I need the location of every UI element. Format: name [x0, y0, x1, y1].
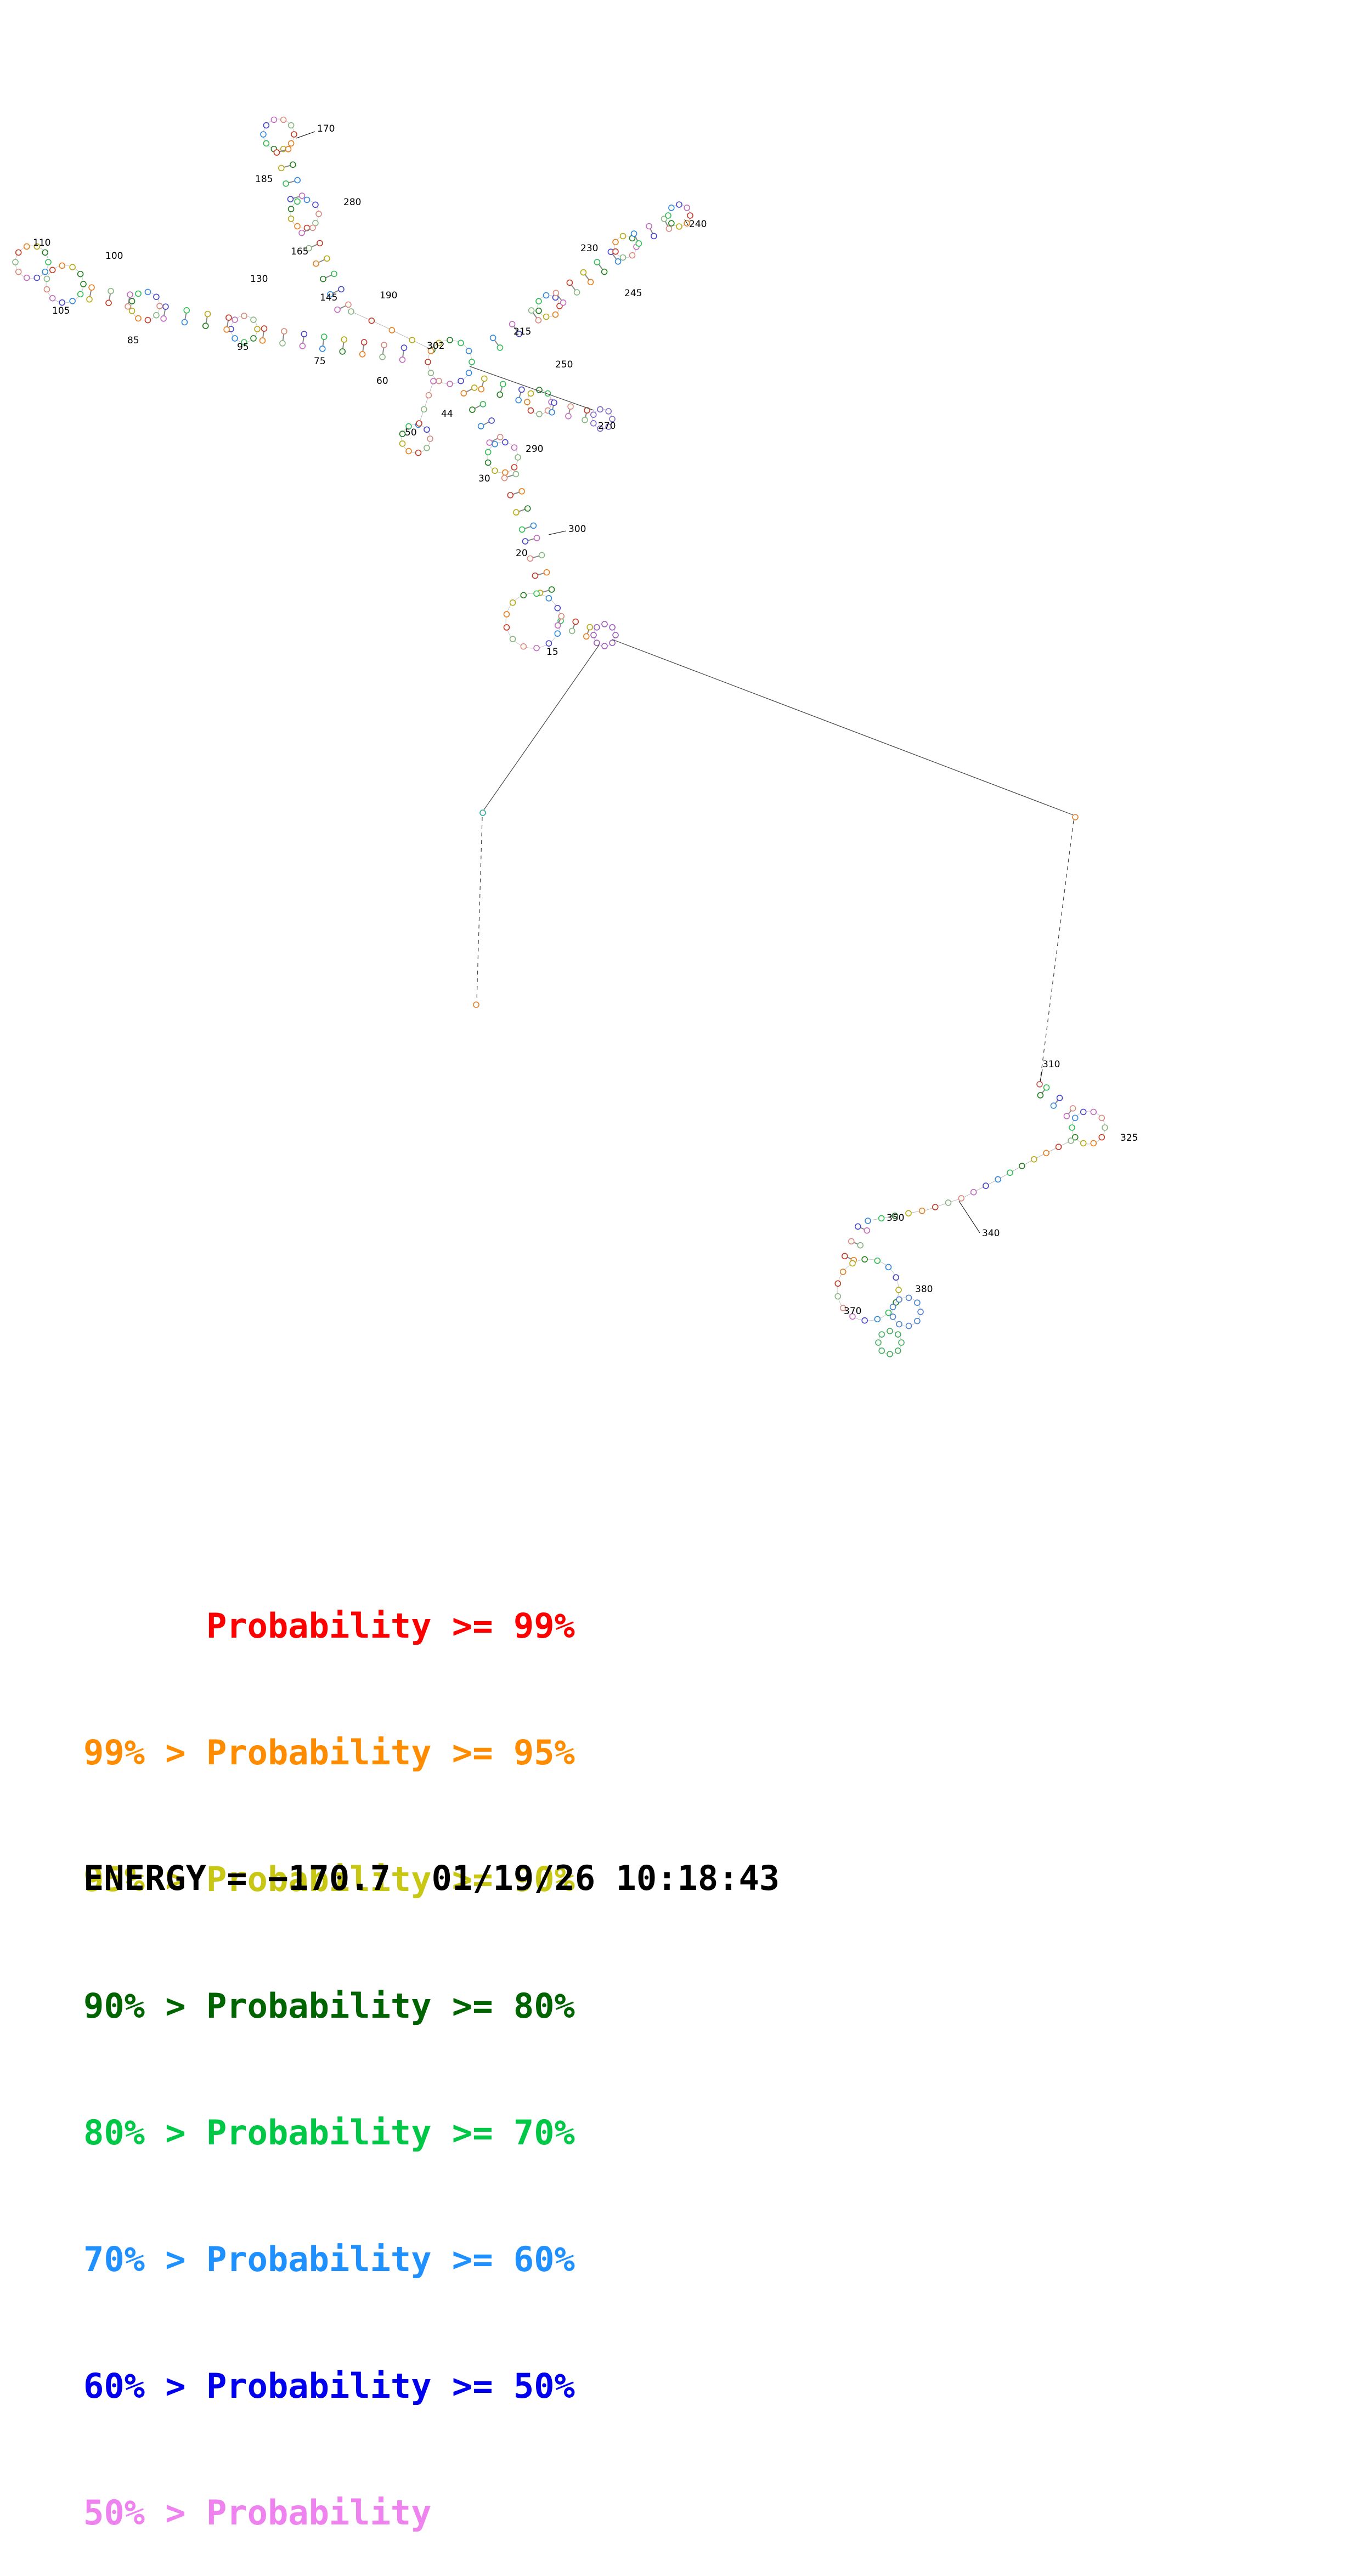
position-label: 380: [915, 1284, 933, 1295]
legend-line-50: 60% > Probability >= 50%: [83, 2366, 575, 2406]
position-label: 100: [105, 251, 123, 262]
position-label: 215: [513, 326, 531, 337]
position-label: 270: [598, 421, 616, 432]
position-label: 302: [427, 341, 444, 352]
position-label: 60: [376, 376, 388, 387]
position-label: 170: [317, 123, 335, 134]
position-label: 185: [255, 174, 273, 185]
position-label: 145: [320, 292, 337, 303]
position-label: 95: [237, 342, 249, 353]
position-label: 280: [343, 197, 361, 208]
position-label: 85: [127, 335, 139, 346]
position-label: 250: [555, 359, 573, 370]
legend-line-80: 90% > Probability >= 80%: [83, 1986, 575, 2026]
position-label: 350: [887, 1213, 904, 1224]
position-label: 110: [33, 237, 50, 248]
legend-line-99: Probability >= 99%: [83, 1606, 575, 1646]
position-label: 105: [52, 305, 70, 316]
rna-structure-plot: 110 100 105 85 95 130 75 170 185 280 165 190 145 230 2…: [12, 116, 1138, 1357]
position-label: 20: [516, 548, 528, 559]
position-label: 340: [982, 1228, 1000, 1239]
position-label: 190: [380, 290, 397, 301]
position-label: 165: [291, 246, 308, 257]
legend-line-below-50: 50% > Probability: [83, 2493, 432, 2533]
position-label: 230: [580, 243, 598, 254]
position-label: 50: [405, 427, 417, 438]
legend-line-70: 80% > Probability >= 70%: [83, 2113, 575, 2153]
position-label: 44: [441, 409, 453, 420]
legend-line-60: 70% > Probability >= 60%: [83, 2239, 575, 2279]
probability-legend: Probability >= 99% 99% > Probability >= …: [83, 1520, 575, 2576]
position-label: 130: [250, 274, 268, 285]
energy-line: ENERGY = −170.7 01/19/26 10:18:43: [83, 1858, 780, 1898]
position-label: 310: [1042, 1059, 1060, 1070]
position-label: 15: [546, 647, 558, 658]
position-label: 245: [624, 288, 642, 299]
position-label: 240: [689, 219, 707, 230]
position-label: 300: [568, 524, 586, 535]
position-label: 290: [526, 444, 543, 455]
position-label: 75: [314, 356, 326, 367]
position-label: 370: [844, 1306, 861, 1317]
legend-line-90: 95% > Probability >= 90%: [83, 1859, 575, 1899]
position-label: 325: [1120, 1133, 1138, 1143]
legend-line-95: 99% > Probability >= 95%: [83, 1733, 575, 1773]
position-label: 30: [478, 473, 490, 484]
